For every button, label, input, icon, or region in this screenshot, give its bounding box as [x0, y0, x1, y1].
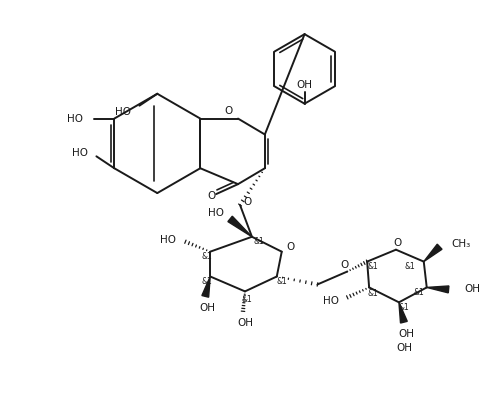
Text: &1: &1 [242, 295, 252, 304]
Text: HO: HO [159, 235, 175, 245]
Text: O: O [287, 242, 295, 252]
Text: HO: HO [115, 107, 131, 117]
Text: OH: OH [237, 318, 253, 328]
Polygon shape [427, 286, 449, 293]
Text: &1: &1 [202, 277, 212, 286]
Polygon shape [202, 276, 210, 297]
Text: OH: OH [398, 329, 414, 339]
Text: CH₃: CH₃ [451, 239, 471, 249]
Text: OH: OH [296, 80, 312, 90]
Text: HO: HO [208, 208, 224, 218]
Text: O: O [243, 197, 251, 207]
Text: HO: HO [323, 296, 339, 306]
Text: HO: HO [67, 114, 83, 124]
Polygon shape [399, 302, 407, 323]
Text: O: O [207, 191, 215, 201]
Text: &1: &1 [414, 288, 424, 297]
Text: HO: HO [71, 148, 87, 158]
Text: O: O [225, 106, 233, 116]
Text: OH: OH [465, 284, 481, 294]
Text: O: O [394, 238, 402, 248]
Text: &1: &1 [399, 303, 409, 312]
Polygon shape [228, 216, 252, 237]
Text: &1: &1 [277, 277, 287, 286]
Text: &1: &1 [254, 237, 264, 246]
Text: &1: &1 [404, 262, 415, 271]
Text: OH: OH [396, 343, 412, 353]
Text: &1: &1 [368, 262, 379, 271]
Polygon shape [424, 244, 442, 262]
Text: &1: &1 [368, 289, 379, 298]
Text: O: O [340, 260, 348, 269]
Text: OH: OH [199, 303, 215, 313]
Text: &1: &1 [202, 252, 212, 261]
